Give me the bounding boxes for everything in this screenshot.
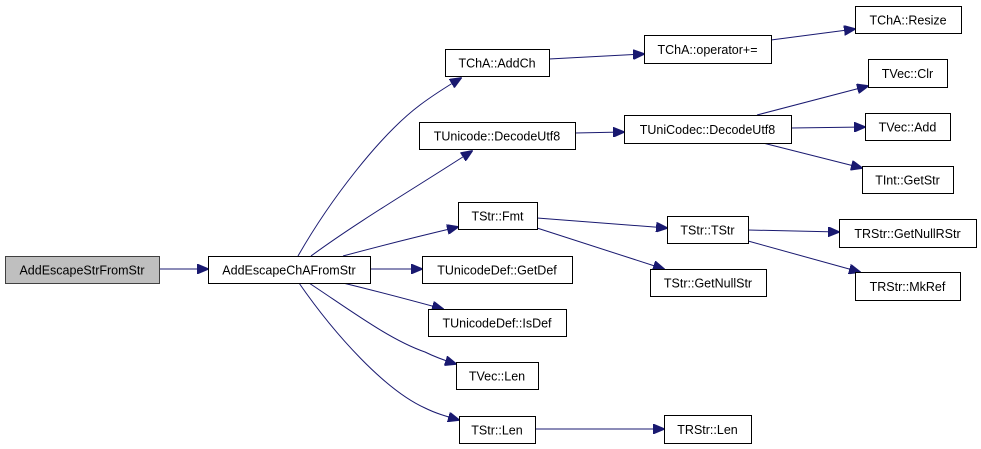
node-label: TRStr::MkRef [870,280,946,294]
node-box [664,415,752,444]
node-label: TStr::Len [471,424,522,438]
node-box [208,256,371,284]
edge-acfs-to-fmt [342,227,458,257]
edge-tstr-to-getnullrstr [747,230,839,232]
node-box [5,256,160,284]
node-box [862,166,954,194]
edge-acfs-to-addch [297,78,461,257]
node-root[interactable]: AddEscapeStrFromStr [5,256,160,284]
node-label: TStr::TStr [680,224,734,238]
node-addch[interactable]: TChA::AddCh [445,49,550,77]
node-tstr[interactable]: TStr::TStr [667,216,749,244]
node-box [459,416,536,444]
node-getstr[interactable]: TInt::GetStr [862,166,954,194]
node-box [445,49,550,77]
node-box [458,202,538,230]
node-label: TChA::Resize [869,14,946,28]
node-box [456,362,539,390]
node-getnullrstr[interactable]: TRStr::GetNullRStr [839,219,977,248]
node-vadd[interactable]: TVec::Add [865,113,951,141]
edge-udecode-to-ucdecode [574,132,624,133]
node-box [428,309,567,337]
node-label: TUnicodeDef::GetDef [437,264,557,278]
node-box [865,113,951,141]
node-ucdecode[interactable]: TUniCodec::DecodeUtf8 [624,115,792,144]
edge-fmt-to-getnullstr [536,227,664,269]
node-label: TChA::operator+= [657,43,757,57]
node-label: TUniCodec::DecodeUtf8 [640,123,776,137]
node-box [855,6,962,34]
node-label: TStr::GetNullStr [664,277,752,291]
edge-ucdecode-to-vadd [790,127,865,128]
node-box [644,35,772,64]
node-fmt[interactable]: TStr::Fmt [458,202,538,230]
node-label: TVec::Clr [882,67,933,81]
edge-acfs-to-isdef [342,282,443,309]
node-rlen[interactable]: TRStr::Len [664,415,752,444]
node-label: TChA::AddCh [458,57,535,71]
edge-opadd-to-resize [770,29,855,41]
node-box [839,219,977,248]
node-mkref[interactable]: TRStr::MkRef [855,272,961,301]
node-box [422,256,573,284]
edge-acfs-to-vlen [308,282,456,364]
edge-ucdecode-to-clr [756,86,868,116]
node-box [667,216,749,244]
node-udecode[interactable]: TUnicode::DecodeUtf8 [419,122,576,150]
edge-acfs-to-slen [298,282,459,420]
node-box [855,272,961,301]
edge-tstr-to-mkref [747,240,860,272]
node-isdef[interactable]: TUnicodeDef::IsDef [428,309,567,337]
node-label: TUnicode::DecodeUtf8 [434,130,561,144]
edge-fmt-to-tstr [536,217,667,228]
node-getnullstr[interactable]: TStr::GetNullStr [650,269,767,297]
node-acfs[interactable]: AddEscapeChAFromStr [208,256,371,284]
node-label: TVec::Len [469,370,525,384]
node-clr[interactable]: TVec::Clr [868,59,948,88]
node-label: TVec::Add [879,121,937,135]
node-label: TInt::GetStr [875,174,940,188]
node-opadd[interactable]: TChA::operator+= [644,35,772,64]
edge-ucdecode-to-getstr [762,142,862,168]
node-vlen[interactable]: TVec::Len [456,362,539,390]
node-box [650,269,767,297]
node-label: TUnicodeDef::IsDef [442,317,552,331]
edge-acfs-to-udecode [310,151,472,257]
node-label: AddEscapeStrFromStr [19,264,144,278]
node-box [868,59,948,88]
node-label: TStr::Fmt [471,210,524,224]
node-box [624,115,792,144]
node-getdef[interactable]: TUnicodeDef::GetDef [422,256,573,284]
node-slen[interactable]: TStr::Len [459,416,536,444]
node-label: TRStr::GetNullRStr [854,227,960,241]
edge-addch-to-opadd [548,54,644,59]
node-box [419,122,576,150]
node-resize[interactable]: TChA::Resize [855,6,962,34]
node-label: AddEscapeChAFromStr [222,264,355,278]
node-label: TRStr::Len [677,423,737,437]
